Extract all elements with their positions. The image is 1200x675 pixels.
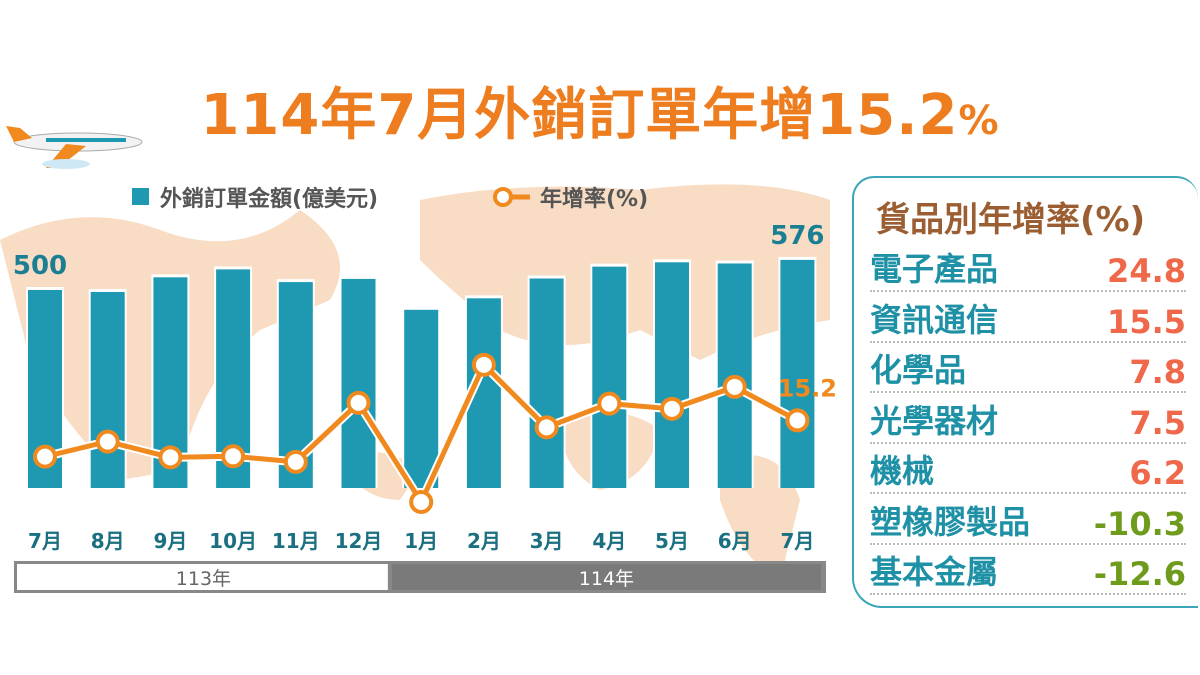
legend-line-swatch (493, 187, 513, 207)
category-value: 24.8 (1107, 252, 1186, 290)
category-value: 7.5 (1129, 403, 1186, 442)
airplane-icon (6, 126, 143, 169)
list-item: 基本金屬 -12.6 (870, 543, 1186, 595)
page-title: 114年7月外銷訂單年增15.2% (200, 83, 1000, 148)
rate-point (221, 444, 246, 469)
category-value: 7.8 (1129, 353, 1186, 391)
bar (655, 262, 689, 488)
rate-point (158, 445, 183, 470)
list-item: 化學品 7.8 (870, 341, 1186, 393)
category-value: 6.2 (1129, 454, 1186, 492)
rate-point (597, 391, 622, 416)
list-item: 資訊通信 15.5 (870, 291, 1186, 343)
list-item: 塑橡膠製品 -10.3 (870, 493, 1186, 545)
x-tick-label: 3月 (530, 529, 564, 553)
list-item: 電子產品 24.8 (870, 240, 1186, 292)
x-tick-label: 7月 (780, 529, 814, 553)
rate-point (95, 429, 120, 454)
data-label-first-bar: 500 (13, 251, 67, 281)
x-tick-label: 6月 (718, 529, 752, 553)
category-label: 光學器材 (870, 401, 999, 440)
x-tick-label: 1月 (404, 529, 438, 553)
year-label: 114年 (579, 568, 634, 590)
rate-point (534, 415, 559, 440)
data-label-last-bar: 576 (770, 221, 824, 251)
panel-title: 貨品別年增率(%) (876, 200, 1146, 240)
x-tick-label: 5月 (655, 529, 689, 553)
x-tick-label: 7月 (28, 529, 62, 553)
rate-point (722, 374, 747, 399)
chart: 外銷訂單金額(億美元) 年增率(%) 7月 8月 9月 10月 11月 12月 1月 2月 3月… (0, 184, 837, 593)
x-tick-label: 9月 (153, 529, 187, 553)
year-label: 113年 (176, 568, 231, 590)
x-tick-label: 11月 (272, 529, 320, 553)
bar (592, 266, 627, 488)
list-item: 光學器材 7.5 (870, 392, 1186, 444)
category-growth-panel: 貨品別年增率(%) 電子產品 24.8 資訊通信 15.5 化學品 7.8 光學器材 7.5 機… (852, 176, 1198, 608)
bar (341, 278, 376, 488)
category-value: -10.3 (1093, 504, 1186, 543)
category-label: 化學品 (870, 351, 967, 389)
rate-point (346, 390, 371, 415)
legend-bar-label: 外銷訂單金額(億美元) (160, 186, 378, 212)
category-value: 15.5 (1107, 302, 1186, 341)
rate-point (283, 449, 308, 474)
category-label: 基本金屬 (870, 553, 999, 591)
rate-point (660, 396, 684, 421)
x-tick-label: 4月 (592, 529, 626, 553)
year-group-113 (17, 564, 388, 590)
bar (780, 259, 815, 488)
category-label: 機械 (870, 452, 935, 490)
category-label: 電子產品 (870, 250, 999, 288)
bar (529, 278, 564, 488)
year-group-114 (391, 564, 821, 590)
rate-point (471, 352, 496, 377)
list-item: 機械 6.2 (870, 442, 1186, 494)
legend-line-label: 年增率(%) (540, 186, 648, 212)
rate-point (409, 490, 434, 514)
legend: 外銷訂單金額(億美元) 年增率(%) (132, 186, 648, 212)
bar (404, 309, 439, 488)
category-label: 塑橡膠製品 (870, 502, 1031, 541)
x-tick-label: 12月 (335, 529, 383, 553)
category-label: 資訊通信 (870, 300, 999, 339)
rate-point (33, 444, 57, 469)
data-label-last-rate: 15.2 (778, 374, 837, 402)
x-tick-label: 8月 (91, 529, 125, 553)
x-tick-label: 2月 (467, 529, 501, 553)
rate-point (785, 408, 810, 433)
category-value: -12.6 (1093, 555, 1186, 593)
x-tick-label: 10月 (209, 529, 257, 553)
legend-bar-swatch (132, 188, 149, 205)
bar (90, 291, 125, 488)
